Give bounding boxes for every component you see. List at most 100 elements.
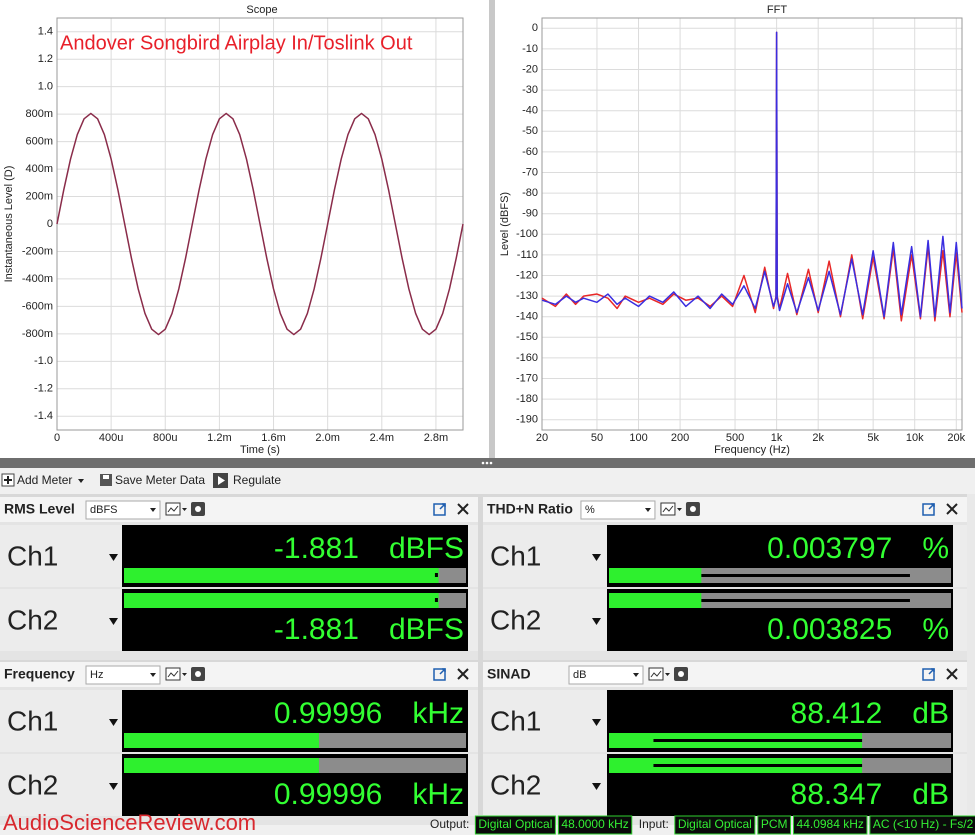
annotation: Andover Songbird Airplay In/Toslink Out [60, 32, 413, 54]
channel-dropdown[interactable] [592, 554, 601, 561]
settings-icon-hole [195, 671, 201, 677]
unit-dropdown[interactable] [568, 665, 644, 685]
popout-icon[interactable] [922, 668, 935, 681]
y-tick-label: 800m [25, 108, 53, 120]
dropdown-arrow [78, 479, 84, 483]
channel-name: Ch2 [490, 604, 541, 635]
series-line [541, 31, 963, 318]
level-bar [609, 593, 702, 608]
y-tick-label: -150 [516, 331, 538, 343]
channel-dropdown[interactable] [109, 618, 118, 625]
y-tick-label: -170 [516, 372, 538, 384]
toolbar-button[interactable]: Regulate [233, 473, 281, 487]
y-tick-label: -800m [22, 328, 53, 340]
y-tick-label: -400m [22, 273, 53, 285]
channel-name: Ch1 [7, 705, 58, 736]
status-field-text: Digital Optical [478, 817, 552, 831]
status-field-text: 44.0984 kHz [797, 817, 864, 831]
channel-dropdown[interactable] [592, 783, 601, 790]
x-tick-label: 1.2m [207, 432, 231, 444]
meter-unit: dBFS [389, 532, 464, 565]
x-tick-label: 10k [906, 432, 924, 444]
x-tick-label: 2.0m [315, 432, 339, 444]
close-icon[interactable] [946, 503, 958, 515]
settings-icon-hole [195, 506, 201, 512]
dropdown-arrow [665, 673, 670, 676]
y-tick-label: -140 [516, 311, 538, 323]
unit-dropdown-value[interactable]: % [585, 504, 595, 516]
y-tick-label: -60 [522, 146, 538, 158]
level-peak [434, 598, 438, 602]
y-tick-label: 0 [47, 218, 53, 230]
toolbar-button[interactable]: Save Meter Data [115, 473, 205, 487]
dropdown-arrow [676, 508, 682, 511]
meter-value: 88.412 [791, 697, 883, 730]
channel-name: Ch1 [490, 540, 541, 571]
x-tick-label: 2.4m [370, 432, 394, 444]
y-tick-label: -110 [517, 249, 538, 261]
x-tick-label: 0 [54, 432, 60, 444]
popout-icon[interactable] [433, 668, 446, 681]
y-tick-label: -600m [22, 300, 53, 312]
unit-dropdown[interactable] [85, 500, 161, 520]
channel-dropdown[interactable] [592, 618, 601, 625]
unit-dropdown-value[interactable]: Hz [90, 669, 103, 681]
channel-dropdown[interactable] [592, 719, 601, 726]
y-tick-label: -190 [516, 414, 538, 426]
close-icon[interactable] [457, 668, 469, 680]
graph-icon-line [662, 505, 674, 513]
add-icon-plus [4, 476, 12, 484]
channel-dropdown[interactable] [109, 554, 118, 561]
splitter-grip [489, 461, 493, 465]
y-tick-label: -20 [522, 63, 538, 75]
popout-arrow [928, 668, 935, 675]
dropdown-arrow [150, 673, 156, 677]
y-axis-label: Level (dBFS) [499, 192, 511, 256]
graph-icon[interactable] [165, 667, 181, 681]
plot-frame [541, 17, 963, 431]
unit-dropdown[interactable] [85, 665, 161, 685]
status-label: Output: [430, 817, 469, 831]
status-field [674, 815, 756, 835]
y-tick-label: -70 [522, 166, 538, 178]
status-field-text: AC (<10 Hz) - Fs/2 [873, 817, 974, 831]
meter-title: RMS Level [4, 501, 75, 517]
meter-unit: kHz [412, 778, 464, 811]
meter-header [0, 662, 478, 687]
x-tick-label: 2.8m [424, 432, 448, 444]
y-tick-label: -180 [516, 393, 538, 405]
unit-dropdown-value[interactable]: dBFS [90, 504, 118, 516]
meter-title: Frequency [4, 666, 75, 682]
meter-value: -1.881 [274, 613, 359, 646]
scrollbar[interactable] [967, 494, 975, 815]
popout-icon[interactable] [433, 503, 446, 516]
y-tick-label: -1.4 [34, 410, 53, 422]
popout-icon[interactable] [922, 503, 935, 516]
chart-title: Scope [246, 4, 277, 16]
level-bar [124, 733, 319, 748]
toolbar-button[interactable]: Add Meter [17, 473, 72, 487]
graph-icon[interactable] [648, 667, 664, 681]
status-field-text: Digital Optical [678, 817, 752, 831]
y-tick-label: 1.0 [38, 81, 53, 93]
channel-dropdown[interactable] [109, 783, 118, 790]
graph-icon[interactable] [165, 502, 181, 516]
meter-value: 0.99996 [274, 697, 382, 730]
meter-unit: kHz [412, 697, 464, 730]
level-bar [124, 758, 319, 773]
channel-dropdown[interactable] [109, 719, 118, 726]
close-icon[interactable] [946, 668, 958, 680]
graph-icon[interactable] [660, 502, 676, 516]
meter-header [483, 662, 967, 687]
dropdown-arrow [633, 673, 639, 677]
y-tick-label: 1.4 [38, 26, 53, 38]
y-tick-label: -100 [516, 228, 538, 240]
unit-dropdown-value[interactable]: dB [573, 669, 586, 681]
y-axis-label: Instantaneous Level (D) [3, 166, 15, 283]
close-icon[interactable] [457, 503, 469, 515]
x-tick-label: 20 [536, 432, 548, 444]
meter-unit: % [922, 613, 949, 646]
unit-dropdown[interactable] [580, 500, 656, 520]
y-tick-label: 200m [25, 190, 53, 202]
